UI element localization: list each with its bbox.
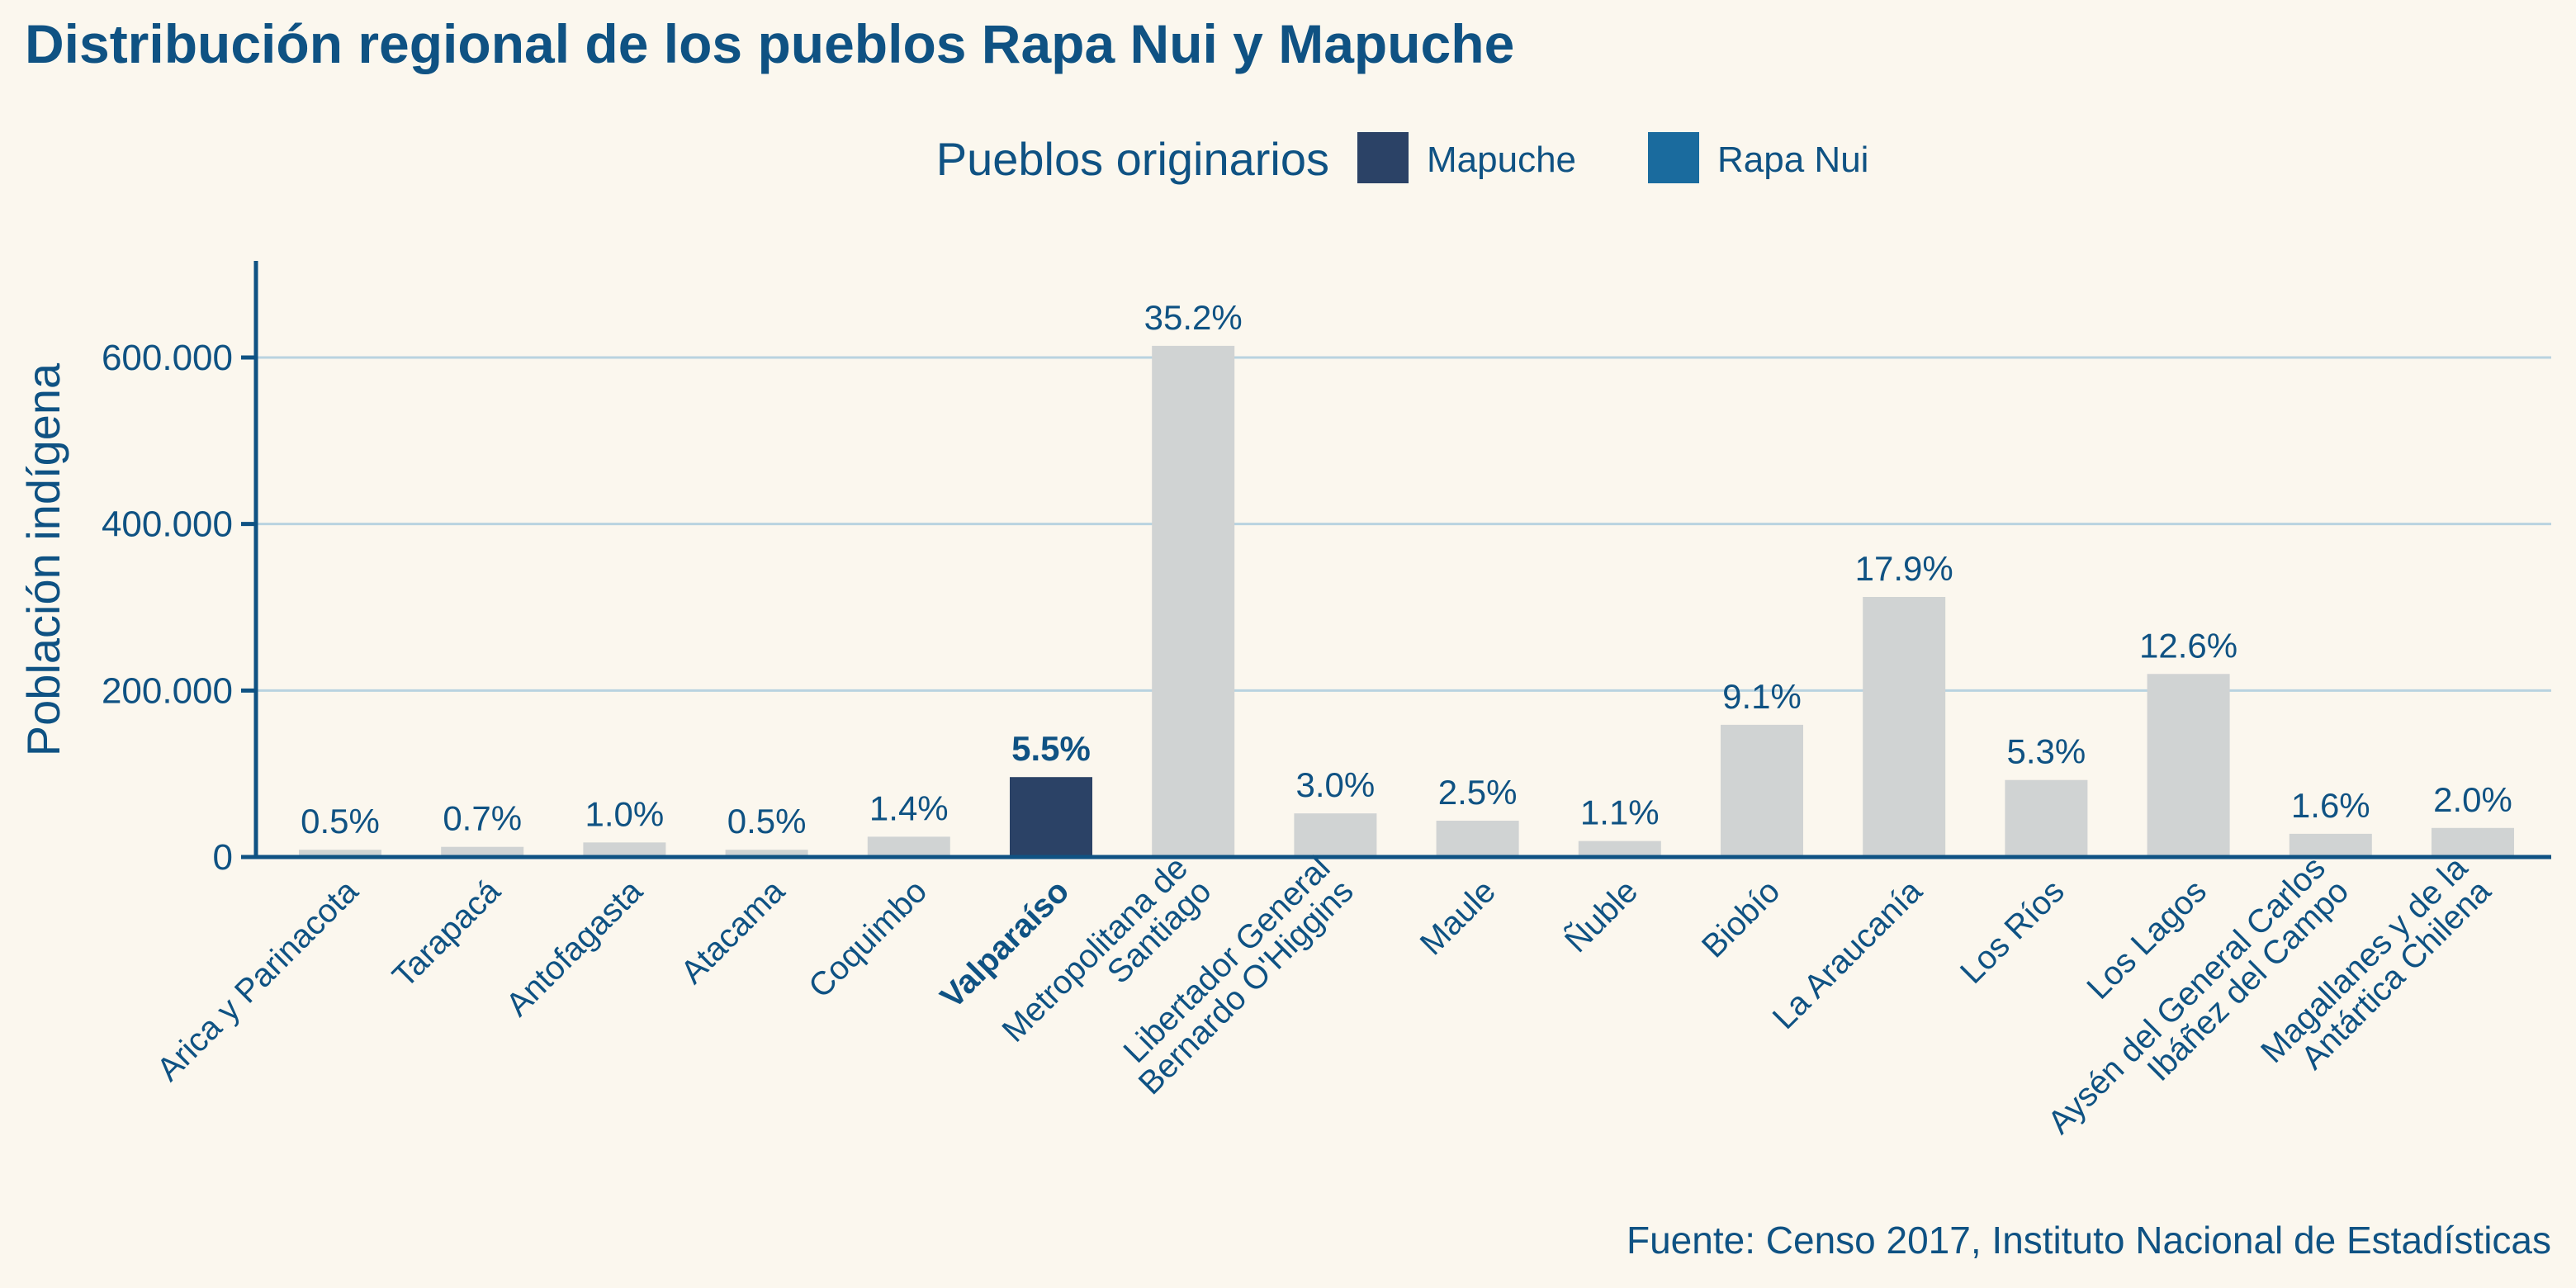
bar [2289, 833, 2372, 857]
axes [241, 261, 2551, 859]
x-tick-label-line: Coquimbo [802, 873, 934, 1005]
x-tick-label-line: Antofagasta [500, 873, 651, 1024]
bar [725, 850, 808, 857]
value-label: 1.1% [1580, 793, 1660, 832]
value-label: 0.7% [443, 799, 522, 838]
x-tick-label: Antofagasta [500, 873, 651, 1024]
source-note: Fuente: Censo 2017, Instituto Nacional d… [1627, 1219, 2551, 1262]
value-label: 5.3% [2007, 732, 2086, 771]
bar [1294, 813, 1377, 857]
value-label: 3.0% [1296, 765, 1376, 804]
value-label: 1.4% [869, 788, 949, 827]
value-label: 5.5% [1011, 729, 1091, 768]
y-ticks: 0 200.000 400.000 600.000 [102, 338, 256, 878]
bar-highlighted [1010, 777, 1092, 857]
value-labels: 0.5% 0.7% 1.0% 0.5% 1.4% 5.5% 35.2% 3.0% 2.5% 1.1… [301, 298, 2512, 841]
x-tick-label-line: La Araucanía [1766, 873, 1930, 1036]
y-tick-label: 600.000 [102, 338, 233, 378]
y-tick-label: 400.000 [102, 504, 233, 545]
value-label: 35.2% [1144, 298, 1243, 337]
bar [2005, 779, 2088, 857]
bar [2147, 674, 2230, 857]
legend: Pueblos originarios Mapuche Rapa Nui [936, 132, 1868, 185]
bar [1863, 596, 1946, 857]
x-tick-label: Biobío [1695, 873, 1787, 964]
value-label: 1.0% [585, 794, 665, 833]
chart-title: Distribución regional de los pueblos Rap… [25, 13, 1514, 74]
x-tick-label-line: Ñuble [1557, 873, 1645, 960]
x-tick-label-line: Atacama [674, 873, 792, 991]
bars [299, 345, 2514, 858]
bar [299, 850, 381, 857]
legend-swatch-mapuche [1357, 132, 1409, 183]
legend-label-mapuche: Mapuche [1427, 140, 1576, 180]
bar [2432, 827, 2514, 857]
value-label: 17.9% [1855, 549, 1953, 588]
value-label: 12.6% [2139, 626, 2237, 665]
x-tick-label: Los Ríos [1953, 873, 2072, 991]
bar [441, 846, 524, 857]
x-tick-label: Maule [1413, 873, 1503, 962]
x-tick-label: Ñuble [1557, 873, 1645, 960]
x-tick-label-line: Maule [1413, 873, 1503, 962]
bar [583, 842, 666, 857]
legend-swatch-rapa-nui [1648, 132, 1699, 183]
x-tick-label: Coquimbo [802, 873, 934, 1005]
bar [1152, 345, 1235, 858]
value-label: 0.5% [301, 802, 380, 841]
bar [1721, 724, 1803, 857]
x-tick-label: La Araucanía [1766, 873, 1930, 1036]
x-tick-label-line: Tarapacá [386, 873, 508, 995]
value-label: 2.0% [2433, 780, 2512, 819]
x-tick-label-line: Arica y Parinacota [150, 873, 366, 1088]
x-tick-label: Tarapacá [386, 873, 508, 995]
legend-title: Pueblos originarios [936, 133, 1329, 185]
legend-label-rapa-nui: Rapa Nui [1717, 140, 1868, 180]
y-tick-label: 200.000 [102, 670, 233, 711]
x-tick-label: Arica y Parinacota [150, 873, 366, 1088]
x-tick-label-line: Biobío [1695, 873, 1787, 964]
value-label: 1.6% [2291, 786, 2370, 825]
y-axis-label: Población indígena [17, 362, 69, 756]
y-tick-label: 0 [213, 837, 233, 878]
value-label: 0.5% [727, 802, 807, 841]
bar [1436, 821, 1519, 857]
x-tick-label-line: Los Ríos [1953, 873, 2072, 991]
bar [867, 836, 950, 857]
value-label: 2.5% [1438, 773, 1518, 812]
value-label: 9.1% [1722, 677, 1802, 716]
x-tick-label: Atacama [674, 873, 792, 991]
bar [1578, 841, 1661, 857]
